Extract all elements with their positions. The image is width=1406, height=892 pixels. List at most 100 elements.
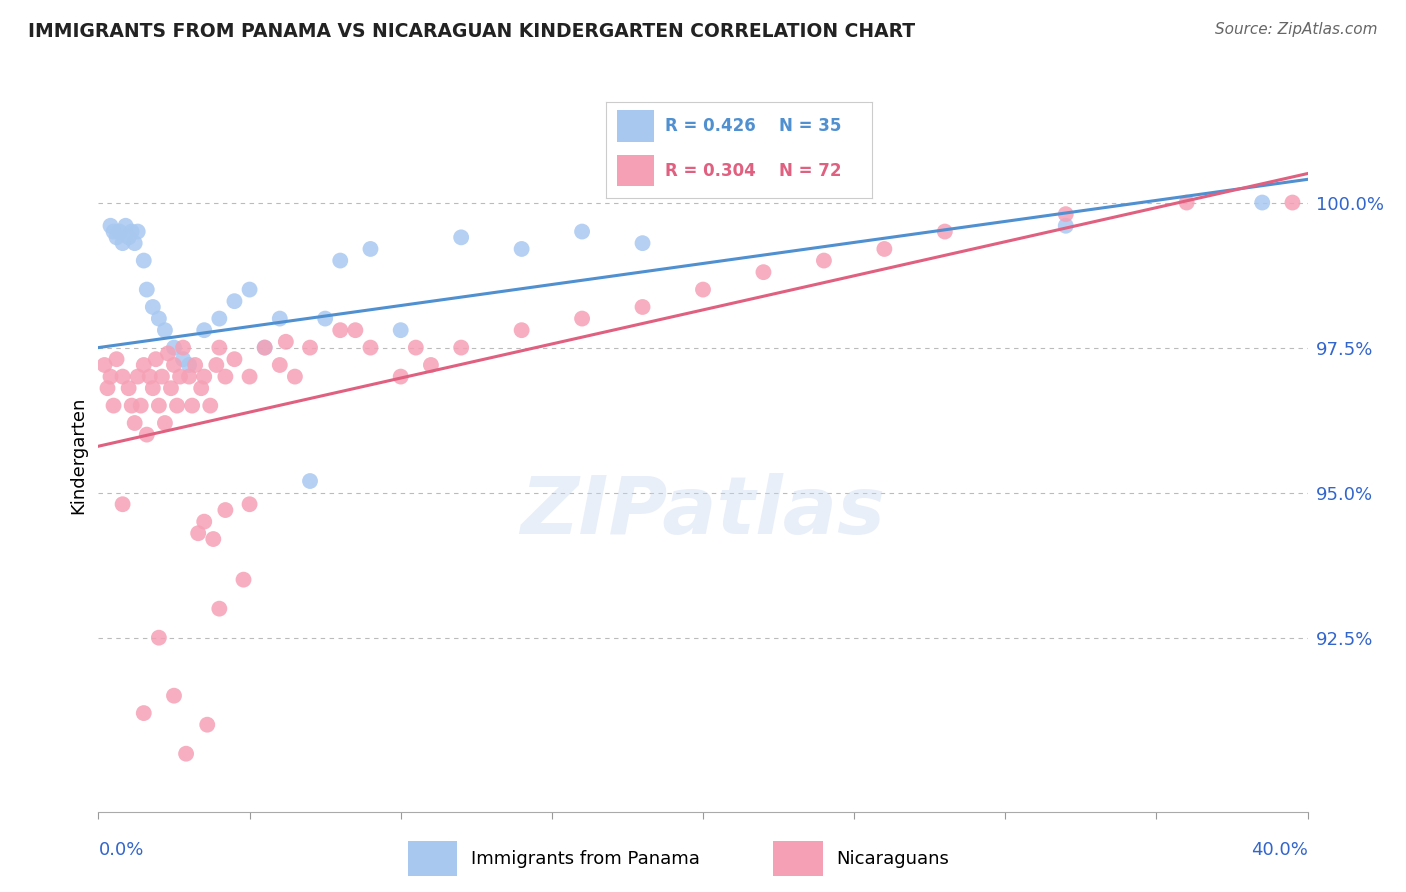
Point (153, 416, 176, 430)
Point (224, 294, 246, 309)
Point (193, 323, 215, 337)
Point (108, 225, 131, 239)
Point (389, 369, 412, 384)
Point (208, 341, 231, 355)
Point (124, 236, 146, 251)
Point (239, 497, 262, 511)
Point (253, 341, 276, 355)
Point (121, 399, 143, 413)
Point (692, 283, 714, 297)
Point (329, 253, 352, 268)
Point (153, 323, 176, 337)
Point (190, 381, 212, 395)
Point (269, 358, 291, 372)
Point (129, 399, 152, 413)
Point (389, 323, 412, 337)
Point (156, 346, 179, 360)
Point (172, 341, 194, 355)
Point (148, 399, 170, 413)
Point (1054, 219, 1077, 233)
Point (284, 369, 307, 384)
Point (105, 352, 128, 367)
Point (314, 311, 336, 326)
Point (193, 369, 215, 384)
Point (132, 706, 155, 720)
Point (420, 358, 443, 372)
Point (329, 323, 352, 337)
Point (224, 352, 246, 367)
Point (103, 225, 125, 239)
Point (299, 341, 322, 355)
FancyBboxPatch shape (408, 841, 457, 876)
Point (274, 334, 297, 349)
Point (214, 503, 236, 517)
Point (344, 323, 367, 337)
Point (193, 515, 215, 529)
Y-axis label: Kindergarten: Kindergarten (69, 396, 87, 514)
Text: Source: ZipAtlas.com: Source: ZipAtlas.com (1215, 22, 1378, 37)
Point (111, 236, 134, 251)
Point (195, 717, 218, 731)
Point (253, 341, 276, 355)
Point (232, 573, 254, 587)
Point (752, 265, 775, 279)
Point (100, 219, 122, 233)
Text: IMMIGRANTS FROM PANAMA VS NICARAGUAN KINDERGARTEN CORRELATION CHART: IMMIGRANTS FROM PANAMA VS NICARAGUAN KIN… (28, 22, 915, 41)
Point (114, 219, 136, 233)
Point (132, 253, 155, 268)
FancyBboxPatch shape (773, 841, 823, 876)
Text: 0.0%: 0.0% (98, 841, 143, 859)
Point (208, 601, 231, 615)
Point (174, 747, 197, 761)
Point (148, 631, 170, 645)
Point (145, 352, 167, 367)
Point (132, 358, 155, 372)
Point (205, 358, 228, 372)
Point (163, 341, 186, 355)
Point (96, 381, 118, 395)
Text: ZIPatlas: ZIPatlas (520, 473, 886, 551)
Point (631, 300, 654, 314)
Point (100, 369, 122, 384)
Point (208, 311, 231, 326)
Point (450, 230, 472, 244)
Point (873, 242, 896, 256)
Point (1281, 195, 1303, 210)
Point (269, 311, 291, 326)
Text: R = 0.426: R = 0.426 (665, 117, 755, 136)
Point (169, 369, 191, 384)
Point (813, 253, 835, 268)
Point (571, 225, 593, 239)
Point (510, 242, 533, 256)
Point (103, 399, 125, 413)
Point (510, 323, 533, 337)
Point (127, 369, 149, 384)
Point (405, 341, 427, 355)
Text: 40.0%: 40.0% (1251, 841, 1308, 859)
Text: Nicaraguans: Nicaraguans (837, 849, 949, 868)
Point (124, 416, 146, 430)
Point (105, 230, 128, 244)
Point (160, 381, 183, 395)
Point (172, 352, 194, 367)
Point (179, 358, 201, 372)
Point (214, 369, 236, 384)
Point (142, 381, 165, 395)
Point (163, 689, 186, 703)
Point (121, 225, 143, 239)
Point (127, 225, 149, 239)
Point (166, 399, 188, 413)
Point (239, 283, 262, 297)
Point (1175, 195, 1198, 210)
Point (360, 341, 382, 355)
Point (135, 427, 157, 442)
Point (200, 399, 222, 413)
Point (118, 230, 141, 244)
Point (93, 358, 115, 372)
Point (111, 497, 134, 511)
Text: Immigrants from Panama: Immigrants from Panama (471, 849, 700, 868)
Point (184, 358, 207, 372)
Point (239, 369, 262, 384)
Point (148, 311, 170, 326)
Point (571, 311, 593, 326)
